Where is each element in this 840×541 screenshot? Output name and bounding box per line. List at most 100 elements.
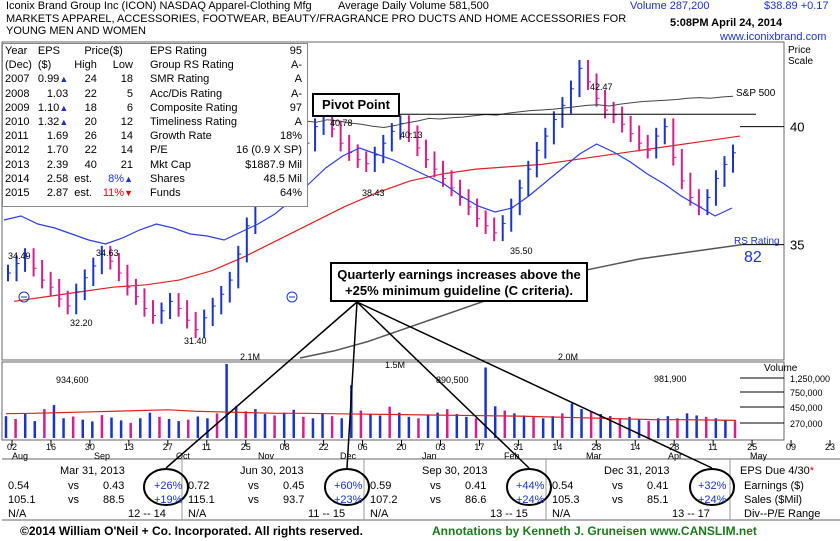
- quarter-eps-pct: +26%: [154, 480, 183, 492]
- header-dec: (Dec): [5, 59, 32, 72]
- quarter-sales-current: 107.2: [370, 494, 398, 506]
- volume-tick-label: 450,000: [790, 403, 823, 413]
- quarter-vs: vs: [248, 480, 259, 492]
- header-high: High: [74, 59, 97, 72]
- row-eps: 2.58: [46, 172, 69, 185]
- price-label: 34.63: [96, 248, 119, 258]
- quarter-sales-pct: +24%: [516, 494, 545, 506]
- description-line-1: MARKETS APPAREL, ACCESSORIES, FOOTWEAR, …: [6, 13, 627, 25]
- date-tick-label: 02: [7, 442, 17, 452]
- volume-label: 2.0M: [558, 352, 578, 362]
- date-tick-label: 31: [513, 442, 523, 452]
- row-high: 22: [84, 87, 97, 100]
- volume-tick-label: 750,000: [790, 388, 823, 398]
- price-label: 34.49: [8, 251, 31, 261]
- date-tick-label: 03: [435, 442, 445, 452]
- quarter-sales-prior: 93.7: [283, 494, 305, 506]
- row-est: est.: [74, 187, 92, 200]
- rs-rating-value: 82: [744, 249, 762, 266]
- rating-label: Composite Rating: [150, 101, 238, 114]
- row-year: 2012: [5, 144, 30, 157]
- rating-value: 95: [289, 45, 302, 57]
- callout-connector: [165, 301, 358, 469]
- volume-panel-frame: [1, 361, 785, 441]
- quarter-sales-prior: 88.5: [103, 494, 125, 506]
- rating-value: 18%: [279, 130, 302, 143]
- rating-label: Group RS Rating: [150, 59, 234, 72]
- date-tick-label: 28: [669, 442, 679, 452]
- price-tick-label: 40: [790, 120, 804, 135]
- quarter-sales-current: 105.1: [8, 494, 36, 506]
- quarter-period: Dec 31, 2013: [604, 465, 670, 477]
- date-tick-label: 25: [241, 442, 251, 452]
- rating-value: A: [294, 73, 302, 86]
- eps-row: 2008 1.03 22 5: [2, 87, 136, 101]
- quarter-eps-prior: 0.45: [283, 480, 305, 492]
- price-label: 35.50: [510, 246, 533, 256]
- rating-label: EPS Rating: [150, 45, 207, 57]
- quarter-period: Sep 30, 2013: [422, 465, 488, 477]
- date-tick-label: 13: [124, 442, 134, 452]
- price-label: 40.78: [330, 118, 353, 128]
- header-year: Year: [5, 45, 28, 57]
- row-year: 2009: [5, 101, 30, 114]
- rs-line: [3, 143, 733, 245]
- quarter-eps-prior: 0.41: [647, 480, 669, 492]
- rating-value: $1887.9 Mil: [245, 158, 302, 171]
- quarter-vs: vs: [248, 494, 259, 506]
- website-link[interactable]: www.iconixbrand.com: [720, 31, 827, 43]
- quarter-vs: vs: [612, 494, 623, 506]
- quarter-eps-prior: 0.43: [103, 480, 125, 492]
- date-tick-label: 25: [747, 442, 757, 452]
- rating-row: Funds 64%: [150, 186, 302, 200]
- quarter-vs: vs: [68, 494, 79, 506]
- rating-value: 97: [289, 101, 302, 114]
- row-low: 6: [126, 101, 133, 114]
- row-eps: 2.39: [46, 158, 69, 171]
- eps-row: 2013 2.39 40 21: [2, 158, 136, 172]
- average-volume: Average Daily Volume 581,500: [338, 0, 489, 12]
- date-tick-label: 14: [630, 442, 640, 452]
- rating-label: Mkt Cap: [150, 158, 191, 171]
- rating-label: P/E: [150, 144, 168, 157]
- earnings-callout-line-1: Quarterly earnings increases above the: [337, 267, 581, 282]
- row-year: 2015: [5, 187, 30, 200]
- quarter-na: N/A: [370, 508, 389, 520]
- dividend-marker: [286, 291, 298, 303]
- rating-value: A-: [291, 87, 302, 100]
- highlight-circle: [324, 468, 370, 506]
- legend-earnings: Earnings ($): [744, 480, 804, 492]
- volume-value: Volume 287,200: [630, 0, 710, 12]
- quarter-vs: vs: [430, 494, 441, 506]
- month-label: May: [750, 451, 768, 461]
- highlight-circle: [689, 468, 735, 506]
- volume-tick-label: 270,000: [790, 419, 823, 429]
- rating-value: 64%: [279, 186, 302, 199]
- price-label: 31.40: [184, 336, 207, 346]
- eps-row: 2014 2.58 est. 8%▲: [2, 172, 136, 186]
- row-low: 12: [120, 116, 133, 129]
- date-tick-label: 23: [825, 442, 835, 452]
- eps-row: 2009 1.10▲ 18 6: [2, 101, 136, 115]
- rating-label: SMR Rating: [150, 73, 210, 86]
- volume-tick-label: 1,250,000: [790, 374, 830, 384]
- header-price: Price($): [84, 45, 123, 57]
- rating-row: Group RS Rating A-: [150, 58, 302, 72]
- price-label: 42.47: [590, 82, 613, 92]
- legend-sales: Sales ($Mil): [744, 494, 803, 506]
- row-eps: 1.10▲: [37, 101, 69, 114]
- quarter-eps-current: 0.54: [8, 480, 30, 492]
- quarter-pe-range: 12 -- 14: [128, 508, 166, 520]
- date-tick-label: 08: [280, 442, 290, 452]
- date-tick-label: 06: [358, 442, 368, 452]
- ratings-list: EPS Rating 95 Group RS Rating A- SMR Rating A…: [150, 44, 302, 200]
- pivot-point-callout: Pivot Point: [312, 93, 400, 117]
- price-label: 32.20: [70, 318, 93, 328]
- month-label: Sep: [94, 451, 110, 461]
- earnings-callout: Quarterly earnings increases above the +…: [330, 262, 588, 302]
- quarter-eps-current: 0.59: [370, 480, 392, 492]
- date-tick-label: 14: [552, 442, 562, 452]
- rating-label: Timeliness Rating: [150, 115, 238, 128]
- rating-row: Timeliness Rating A: [150, 115, 302, 129]
- price-label: 38.43: [362, 188, 385, 198]
